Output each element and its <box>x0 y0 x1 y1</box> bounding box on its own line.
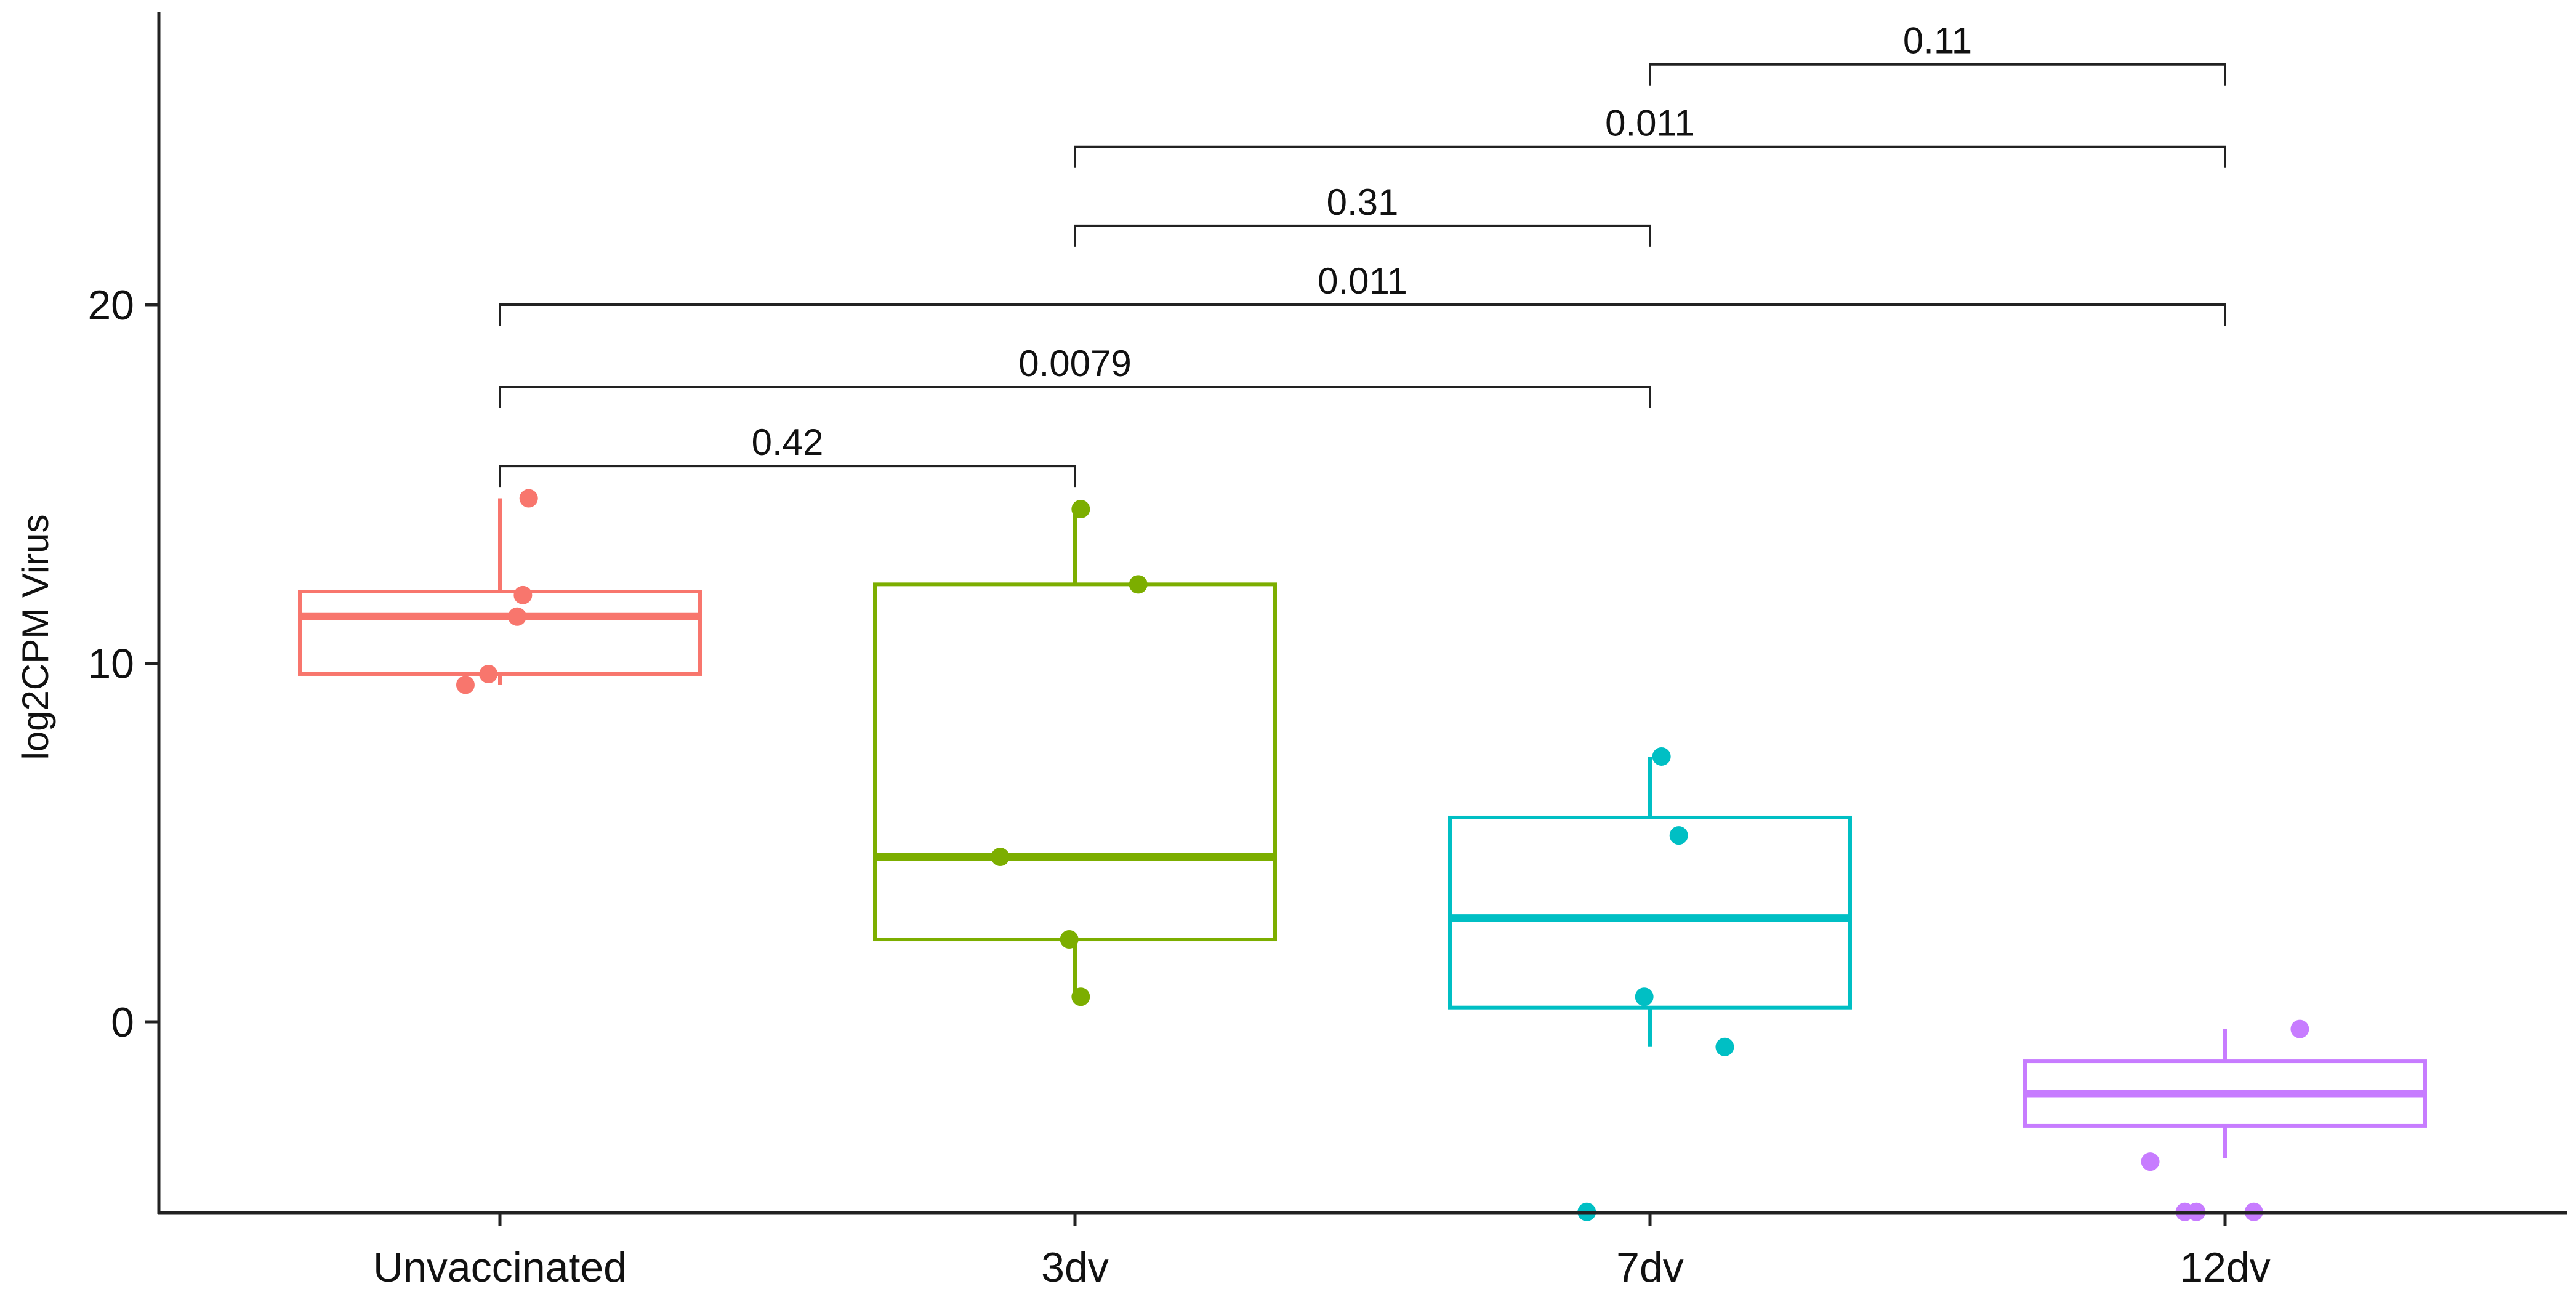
box-group-12dv <box>2023 1019 2427 1221</box>
data-point <box>1669 826 1688 845</box>
bracket-line <box>1074 224 1651 247</box>
bracket-line <box>1074 145 2226 168</box>
bracket-unvaccinated-vs-12dv: 0.011 <box>499 260 2226 326</box>
data-point <box>456 675 475 694</box>
p-value-label: 0.011 <box>1605 103 1695 144</box>
bracket-line <box>499 303 2226 326</box>
data-point <box>1060 930 1079 949</box>
p-value-label: 0.0079 <box>1018 343 1132 384</box>
y-axis-ticks: 0 10 20 <box>87 282 159 1046</box>
data-point <box>2290 1019 2309 1038</box>
significance-brackets: 0.42 0.0079 0.011 0.31 0.011 0.11 <box>499 20 2226 488</box>
x-tick-label: 3dv <box>1041 1244 1109 1291</box>
box-group-3dv <box>873 500 1277 1006</box>
bracket-line <box>499 465 1076 488</box>
x-tick-label: Unvaccinated <box>373 1244 627 1291</box>
bracket-line <box>499 385 1651 408</box>
y-tick-label: 20 <box>87 282 134 329</box>
iqr-box <box>1448 815 1852 1010</box>
p-value-label: 0.011 <box>1318 260 1407 302</box>
iqr-box <box>298 590 702 676</box>
data-point <box>1715 1037 1734 1056</box>
bracket-unvaccinated-vs-3dv: 0.42 <box>499 422 1076 488</box>
data-point <box>513 585 533 604</box>
y-axis-title: log2CPM Virus <box>15 514 56 760</box>
bracket-line <box>1649 63 2226 86</box>
y-tick-label: 10 <box>87 641 134 688</box>
data-point <box>508 607 527 626</box>
y-tick-label: 0 <box>111 999 134 1046</box>
data-point <box>519 489 538 508</box>
x-axis-ticks: Unvaccinated 3dv 7dv 12dv <box>373 1213 2271 1291</box>
box-group-7dv <box>1448 747 1852 1221</box>
box-plot-groups <box>298 489 2427 1221</box>
axes: log2CPM Virus <box>15 12 2567 1215</box>
data-point <box>1635 987 1654 1006</box>
bracket-3dv-vs-12dv: 0.011 <box>1074 103 2226 168</box>
data-point <box>1071 500 1090 519</box>
bracket-3dv-vs-7dv: 0.31 <box>1074 182 1651 247</box>
x-tick-label: 7dv <box>1616 1244 1684 1291</box>
data-point <box>2141 1152 2160 1171</box>
data-point <box>991 848 1010 867</box>
p-value-label: 0.42 <box>752 422 824 463</box>
data-point <box>1129 575 1148 594</box>
bracket-7dv-vs-12dv: 0.11 <box>1649 20 2226 86</box>
box-group-unvaccinated <box>298 489 702 694</box>
p-value-label: 0.31 <box>1327 182 1399 223</box>
iqr-box <box>873 582 1277 942</box>
x-tick-label: 12dv <box>2180 1244 2270 1291</box>
data-point <box>479 664 498 683</box>
data-point <box>1071 987 1090 1006</box>
data-point <box>1652 747 1671 766</box>
p-value-label: 0.11 <box>1903 20 1972 62</box>
bracket-unvaccinated-vs-7dv: 0.0079 <box>499 343 1651 408</box>
